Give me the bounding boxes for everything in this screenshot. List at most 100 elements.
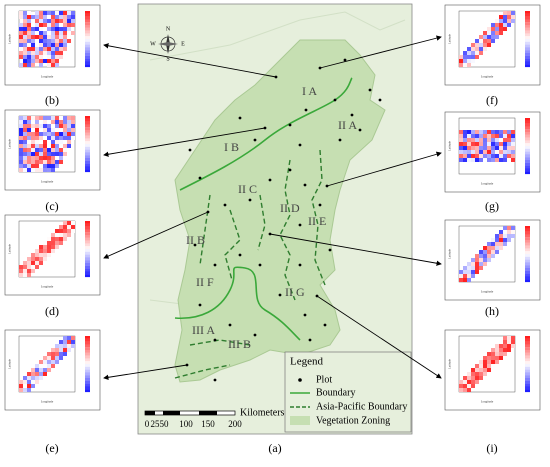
heatmap-cell (475, 258, 479, 262)
heatmap-cell (43, 249, 47, 253)
heatmap-cell (471, 372, 475, 376)
plot (213, 338, 217, 342)
colorbar-seg (85, 341, 90, 345)
heatmap-cell (55, 136, 59, 140)
heatmap-cell (27, 152, 31, 156)
heatmap-cell (23, 265, 27, 269)
heatmap-cell (27, 168, 31, 172)
heatmap-cell (491, 23, 495, 27)
plot (223, 203, 227, 207)
heatmap-cell (511, 344, 515, 348)
heatmap-cell (475, 158, 479, 162)
heatmap-cell (63, 39, 67, 43)
heatmap-cell (479, 47, 483, 51)
heatmap-cell (23, 19, 27, 23)
heatmap-cell (51, 241, 55, 245)
heatmap-cell (39, 364, 43, 368)
heatmap-cell (467, 384, 471, 388)
heatmap-cell (475, 134, 479, 138)
heatmap-cell (507, 336, 511, 340)
heatmap-cell (23, 39, 27, 43)
heatmap-cell (71, 221, 75, 225)
heatmap-cell (59, 27, 63, 31)
heatmap-cell (483, 254, 487, 258)
colorbar-seg (525, 254, 530, 257)
heatmap-cell (31, 144, 35, 148)
heatmap-cell (495, 150, 499, 154)
heatmap-cell (499, 352, 503, 356)
scale-tick-label: 0 (145, 419, 150, 429)
heatmap-cell (67, 39, 71, 43)
colorbar-seg (85, 223, 90, 227)
heatmap-cell (51, 348, 55, 352)
inset-y-label: Latitude (8, 243, 12, 254)
heatmap-cell (47, 43, 51, 47)
heatmap-cell (23, 15, 27, 19)
heatmap-cell (47, 360, 51, 364)
colorbar-seg (525, 279, 530, 283)
heatmap-cell (51, 27, 55, 31)
plot (238, 253, 242, 257)
heatmap-cell (59, 160, 63, 164)
heatmap-cell (51, 136, 55, 140)
heatmap-cell (27, 160, 31, 164)
heatmap-cell (479, 150, 483, 154)
colorbar-seg (525, 171, 530, 175)
heatmap-cell (499, 348, 503, 352)
heatmap-cell (23, 55, 27, 59)
heatmap-cell (47, 245, 51, 249)
colorbar-seg (525, 61, 530, 65)
heatmap-cell (31, 136, 35, 140)
heatmap-cell (27, 372, 31, 376)
colorbar-seg (85, 364, 90, 367)
panel-label: (c) (45, 199, 58, 213)
heatmap-cell (39, 372, 43, 376)
heatmap-cell (63, 120, 67, 124)
heatmap-cell (495, 250, 499, 254)
heatmap-cell (479, 130, 483, 134)
heatmap-cell (35, 23, 39, 27)
heatmap-cell (63, 47, 67, 51)
heatmap-cell (47, 156, 51, 160)
heatmap-cell (43, 11, 47, 15)
heatmap-cell (71, 132, 75, 136)
colorbar-seg (525, 157, 530, 161)
heatmap-cell (23, 164, 27, 168)
heatmap-cell (507, 348, 511, 352)
plot (298, 263, 302, 267)
heatmap-cell (63, 340, 67, 344)
heatmap-cell (471, 266, 475, 270)
heatmap-cell (491, 150, 495, 154)
colorbar-seg (85, 158, 90, 161)
heatmap-cell (31, 55, 35, 59)
inset: Longitude Latitude (444, 219, 541, 301)
heatmap-cell (51, 156, 55, 160)
heatmap-cell (479, 142, 483, 146)
heatmap-cell (491, 238, 495, 242)
inset: Longitude Latitude (4, 329, 101, 411)
heatmap-cell (55, 352, 59, 356)
plot (188, 148, 192, 152)
legend-title: Legend (290, 356, 323, 368)
heatmap-cell (35, 124, 39, 128)
heatmap-cell (511, 336, 515, 340)
heatmap-cell (463, 154, 467, 158)
colorbar-seg (85, 361, 90, 365)
heatmap-cell (487, 246, 491, 250)
heatmap-cell (475, 262, 479, 266)
colorbar-seg (85, 336, 90, 339)
heatmap-cell (39, 15, 43, 19)
plot (253, 333, 257, 337)
heatmap-cell (39, 160, 43, 164)
heatmap-cell (499, 158, 503, 162)
heatmap-cell (471, 51, 475, 55)
colorbar-seg (525, 380, 530, 384)
colorbar-seg (525, 39, 530, 42)
heatmap-cell (467, 51, 471, 55)
plot (358, 128, 362, 132)
inset-y-label: Latitude (448, 33, 452, 44)
heatmap-cell (35, 156, 39, 160)
heatmap-cell (491, 242, 495, 246)
heatmap-cell (459, 138, 463, 142)
